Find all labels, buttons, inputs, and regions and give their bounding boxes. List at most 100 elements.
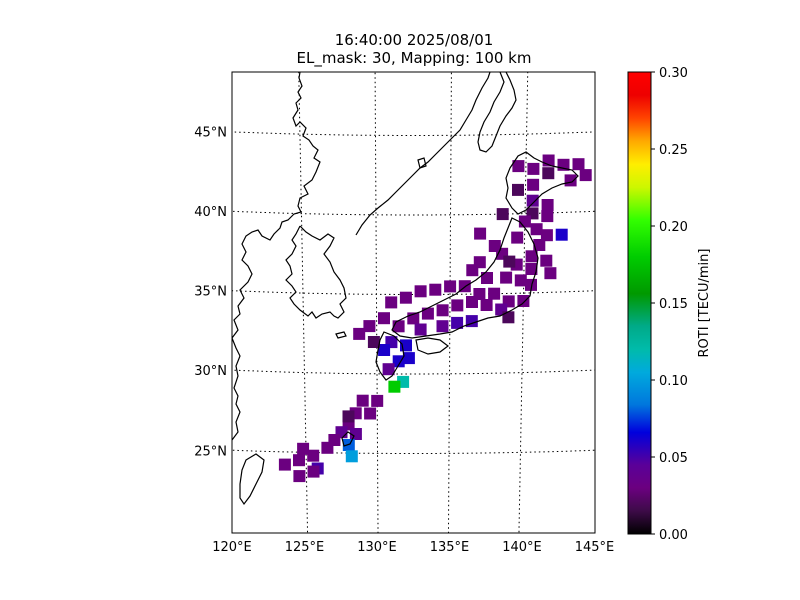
map-title-time: 16:40:00 2025/08/01 xyxy=(334,31,494,49)
roti-cells xyxy=(278,154,592,483)
roti-cell xyxy=(503,255,516,268)
roti-cell xyxy=(436,304,449,317)
roti-cell xyxy=(514,274,527,287)
colorbar-bar xyxy=(627,71,652,535)
parallel-line xyxy=(232,131,595,136)
roti-cell xyxy=(278,458,291,471)
roti-cell xyxy=(533,239,546,251)
roti-cell xyxy=(544,267,557,280)
colorbar-tick-label: 0.30 xyxy=(659,66,688,81)
roti-cell xyxy=(579,169,592,182)
roti-cell xyxy=(526,194,539,207)
roti-cell xyxy=(541,210,554,223)
coastlines xyxy=(232,72,579,506)
roti-cell xyxy=(525,250,538,263)
roti-cell xyxy=(293,454,305,467)
roti-cell xyxy=(436,320,449,333)
roti-cell xyxy=(399,291,412,304)
lat-tick-label: 40°N xyxy=(194,205,227,220)
roti-cell xyxy=(385,296,398,309)
lat-tick-label: 30°N xyxy=(194,364,227,379)
lon-tick-label: 130°E xyxy=(357,540,397,555)
roti-cell xyxy=(321,441,334,454)
coastline-kyushu xyxy=(375,331,405,381)
parallel-line xyxy=(232,210,595,216)
meridian-line xyxy=(518,72,529,533)
colorbar-ticks: 0.00 0.05 0.10 0.15 0.20 0.25 0.30 xyxy=(651,66,688,543)
roti-cell xyxy=(488,240,501,252)
roti-cell xyxy=(421,307,434,320)
colorbar-tick-label: 0.15 xyxy=(659,297,688,312)
roti-cell xyxy=(572,158,585,171)
roti-cell xyxy=(367,336,380,348)
coastline-jeju xyxy=(335,331,347,339)
roti-cell xyxy=(488,287,501,300)
roti-cell xyxy=(402,352,415,365)
colorbar-tick-label: 0.00 xyxy=(659,528,688,543)
coastline-mainland xyxy=(232,72,321,441)
roti-cell xyxy=(530,223,543,236)
roti-cell xyxy=(525,278,537,291)
lat-tick-labels: 25°N 30°N 35°N 40°N 45°N xyxy=(194,126,227,460)
lon-tick-label: 140°E xyxy=(502,540,542,555)
roti-cell xyxy=(444,280,457,293)
roti-cell xyxy=(517,295,530,307)
roti-cell xyxy=(496,208,509,221)
roti-cell xyxy=(502,311,515,324)
colorbar-label: ROTI [TECU/min] xyxy=(697,249,712,358)
lat-tick-label: 45°N xyxy=(194,126,227,141)
roti-cell xyxy=(527,162,540,175)
meridian-line xyxy=(298,72,309,533)
roti-cell xyxy=(429,283,442,296)
colorbar-tick-label: 0.20 xyxy=(659,220,688,235)
coastline-primorye xyxy=(355,72,491,236)
colorbar-tick-label: 0.05 xyxy=(659,451,688,466)
map-area xyxy=(232,72,595,533)
map-title-params: EL_mask: 30, Mapping: 100 km xyxy=(296,49,532,67)
roti-cell xyxy=(540,254,553,267)
roti-cell xyxy=(451,299,464,312)
roti-cell xyxy=(378,312,390,325)
coastline-okinawa xyxy=(341,431,355,447)
coastline-taiwan xyxy=(239,453,265,506)
coastline-shikoku xyxy=(415,337,449,355)
lon-tick-labels: 120°E 125°E 130°E 135°E 140°E 145°E xyxy=(212,540,614,555)
roti-cell xyxy=(481,272,493,284)
roti-cell xyxy=(512,160,525,173)
roti-cell xyxy=(388,380,401,393)
roti-cell xyxy=(378,344,391,356)
roti-cell xyxy=(541,199,554,211)
roti-cell xyxy=(512,183,524,196)
lon-tick-label: 145°E xyxy=(575,540,615,555)
roti-cell xyxy=(451,316,464,329)
roti-cell xyxy=(564,174,577,187)
roti-cell xyxy=(363,320,376,333)
map-frame xyxy=(231,71,596,534)
coastline-sakhalin xyxy=(477,72,517,153)
roti-cell xyxy=(297,442,310,455)
roti-cell xyxy=(518,215,531,228)
coastline-hokkaido xyxy=(505,151,579,215)
colorbar-tick-label: 0.10 xyxy=(659,374,688,389)
parallel-line xyxy=(232,449,595,454)
coastline-izu xyxy=(417,157,427,169)
roti-cell xyxy=(307,465,320,478)
roti-cell xyxy=(525,263,538,275)
roti-cell xyxy=(466,296,478,308)
roti-cell xyxy=(371,394,384,407)
roti-cell xyxy=(392,355,405,368)
roti-cell xyxy=(555,228,568,241)
roti-cell xyxy=(382,363,395,376)
roti-cell xyxy=(364,407,377,420)
roti-cell xyxy=(527,178,540,191)
roti-cell xyxy=(500,271,513,284)
lon-tick-label: 135°E xyxy=(430,540,470,555)
lat-tick-label: 35°N xyxy=(194,285,227,300)
roti-cell xyxy=(540,229,553,242)
colorbar-tick-label: 0.25 xyxy=(659,143,688,158)
roti-cell xyxy=(353,327,366,340)
coastline-korea xyxy=(285,225,347,319)
roti-cell xyxy=(414,285,427,298)
colorbar: 0.00 0.05 0.10 0.15 0.20 0.25 0.30 ROTI [TECU/… xyxy=(627,66,712,543)
